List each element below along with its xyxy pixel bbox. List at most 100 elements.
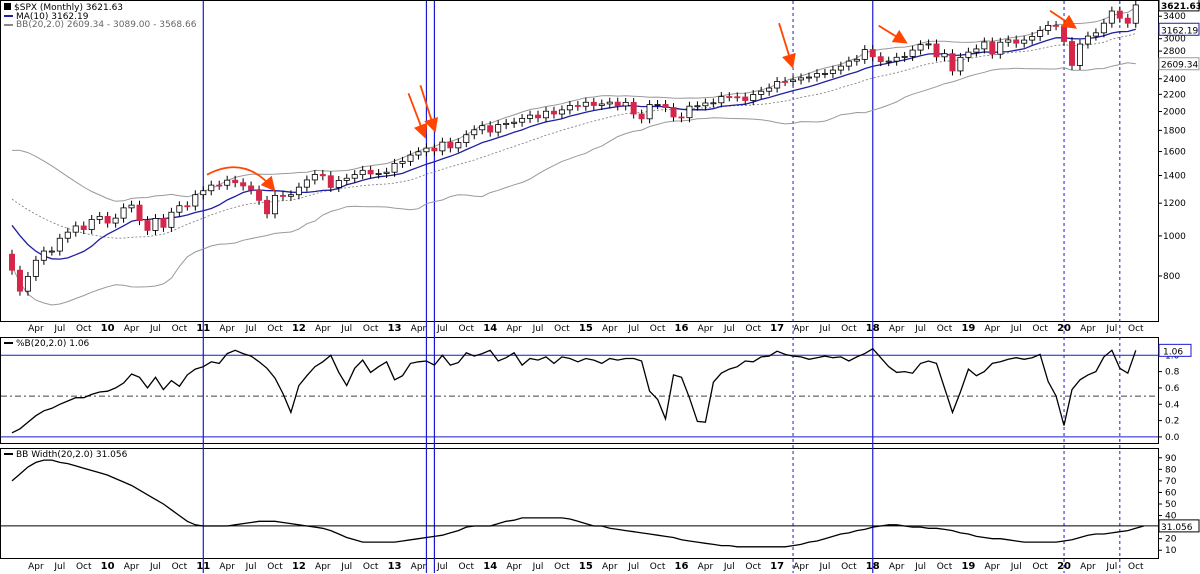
bb-width-series <box>11 459 1144 548</box>
candle-body <box>837 65 844 71</box>
bb-width-legend-text: BB Width(20,2.0) 31.056 <box>16 450 128 460</box>
x-month-label: Jul <box>723 562 735 572</box>
price-ytick-label: 2000 <box>1163 107 1186 117</box>
candle-body <box>216 184 223 187</box>
bb-lower-band <box>11 62 1136 306</box>
bb-width-value-tag: 31.056 <box>1161 523 1193 533</box>
candle-body <box>821 73 828 75</box>
candle-body <box>351 174 358 179</box>
candle-body <box>694 105 701 108</box>
x-month-label: Oct <box>937 324 953 334</box>
candle-body <box>375 173 382 175</box>
legend-ma: MA(10) 3162.19 <box>16 12 89 22</box>
x-month-label: Apr <box>315 562 331 572</box>
x-month-label: Jul <box>627 324 639 334</box>
x-month-label: Jul <box>1105 562 1117 572</box>
percent-b-value-tag: 1.06 <box>1163 347 1183 357</box>
candle-body <box>463 134 470 143</box>
candle-body <box>997 41 1004 55</box>
x-year-label: 17 <box>770 561 784 572</box>
candle-body <box>917 44 924 51</box>
candle-body <box>766 87 773 92</box>
x-month-label: Apr <box>315 324 331 334</box>
x-month-label: Jul <box>914 562 926 572</box>
candle-body <box>295 186 302 196</box>
candle-body <box>471 129 478 136</box>
candle-body <box>973 48 980 53</box>
candle-body <box>933 43 940 58</box>
x-month-label: Apr <box>411 562 427 572</box>
x-year-label: 20 <box>1057 561 1071 572</box>
candle-body <box>112 217 119 224</box>
x-year-label: 12 <box>292 323 306 334</box>
x-month-label: Jul <box>340 562 352 572</box>
x-year-label: 14 <box>483 561 497 572</box>
annotation-arrow <box>778 22 796 69</box>
x-year-label: 13 <box>388 323 402 334</box>
candle-body <box>383 171 390 174</box>
x-month-label: Jul <box>819 324 831 334</box>
candle-body <box>742 96 749 101</box>
x-year-label: 16 <box>675 561 689 572</box>
x-month-label: Jul <box>723 324 735 334</box>
candle-body <box>798 77 805 81</box>
x-month-label: Jul <box>1010 324 1022 334</box>
legend-bb-swatch <box>4 24 13 26</box>
percent-b-ytick-label: 0.2 <box>1165 417 1179 427</box>
percent-b-ytick-label: 0.0 <box>1165 433 1180 443</box>
x-month-label: Jul <box>819 562 831 572</box>
candle-body <box>718 96 725 104</box>
candle-body <box>503 122 510 126</box>
x-month-label: Apr <box>28 324 44 334</box>
x-month-label: Oct <box>745 324 761 334</box>
bollinger-bands <box>11 7 1137 306</box>
candle-body <box>319 174 326 177</box>
x-year-label: 17 <box>770 323 784 334</box>
x-month-label: Apr <box>793 324 809 334</box>
candle-body <box>1100 22 1107 34</box>
candle-body <box>606 101 613 105</box>
candle-body <box>168 211 175 228</box>
x-month-label: Apr <box>602 562 618 572</box>
x-month-label: Apr <box>124 324 140 334</box>
candle-body <box>774 81 781 89</box>
candle-body <box>614 101 621 107</box>
candle-body <box>399 160 406 164</box>
x-month-label: Apr <box>1080 324 1096 334</box>
x-year-label: 11 <box>196 561 210 572</box>
x-year-label: 12 <box>292 561 306 572</box>
candle-body <box>152 218 159 231</box>
bb-middle-band <box>11 33 1136 239</box>
candle-body <box>1108 10 1115 24</box>
candle-body <box>120 207 127 219</box>
candle-body <box>678 116 685 119</box>
x-month-label: Oct <box>459 562 475 572</box>
candle-body <box>535 114 542 119</box>
candle-body <box>582 101 589 107</box>
candle-body <box>136 204 143 221</box>
x-year-label: 11 <box>196 323 210 334</box>
candle-body <box>335 180 342 188</box>
annotation-arrow <box>878 24 908 44</box>
x-year-label: 10 <box>101 561 115 572</box>
candle-body <box>550 110 557 115</box>
x-month-label: Jul <box>53 562 65 572</box>
bb-width-line <box>1 459 1158 548</box>
candle-body <box>32 259 39 277</box>
candle-body <box>869 49 876 58</box>
x-month-label: Oct <box>937 562 953 572</box>
candle-body <box>670 107 677 118</box>
candle-body <box>1021 39 1028 44</box>
candle-body <box>256 189 263 201</box>
x-month-label: Apr <box>889 324 905 334</box>
x-month-label: Oct <box>267 324 283 334</box>
x-month-label: Apr <box>28 562 44 572</box>
candle-body <box>1053 24 1060 27</box>
price-tag-box <box>1158 0 1200 12</box>
candle-body <box>479 125 486 131</box>
annotation-arrow <box>206 166 276 192</box>
candle-body <box>272 195 279 215</box>
candle-body <box>240 182 247 187</box>
price-ytick-label: 1200 <box>1163 199 1186 209</box>
price-ytick-label: 3400 <box>1163 12 1186 22</box>
